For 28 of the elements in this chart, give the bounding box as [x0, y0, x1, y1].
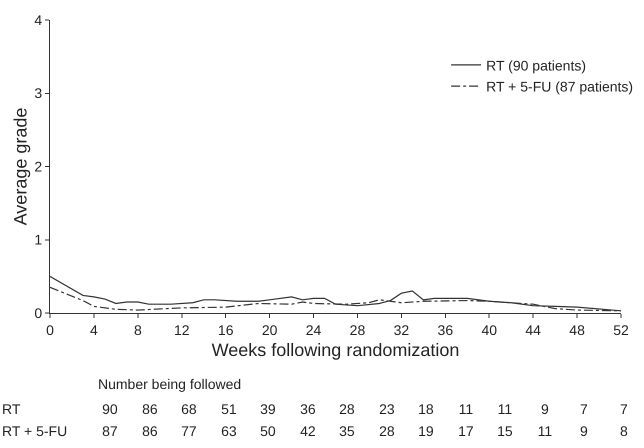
text: RT: [2, 401, 21, 417]
legend-label: RT (90 patients): [486, 57, 586, 74]
x-tick-label: 52: [613, 322, 629, 338]
y-tick-label: 3: [34, 85, 42, 102]
x-tick-label: 40: [481, 322, 498, 338]
x-tick-label: 36: [438, 322, 454, 338]
x-axis-title: Weeks following randomization: [212, 340, 460, 360]
y-tick-label: 2: [34, 158, 42, 174]
x-tick-label: 12: [174, 322, 190, 338]
text: Number being followed: [98, 376, 242, 392]
text: RT + 5-FU: [2, 423, 68, 439]
legend-label: RT + 5-FU (87 patients): [486, 78, 634, 95]
x-tick-label: 32: [394, 322, 410, 338]
y-tick-label: 1: [34, 232, 42, 248]
y-tick-label: 4: [34, 12, 42, 28]
y-tick-label: 0: [34, 304, 42, 321]
x-tick-label: 0: [46, 322, 54, 338]
y-axis-title: Average grade: [10, 108, 31, 226]
x-tick-label: 24: [306, 322, 322, 338]
x-tick-label: 8: [134, 322, 142, 338]
x-tick-label: 28: [350, 322, 366, 338]
x-tick-label: 48: [569, 322, 586, 338]
x-tick-label: 4: [90, 322, 98, 338]
text: 87 86 77 63 50 42 35 28 19 17 15 11 9 8: [102, 423, 628, 439]
x-tick-label: 20: [262, 322, 278, 338]
text: 90 86 68 51 39 36 28 23 18 11 11 9 7 7: [102, 401, 628, 417]
x-tick-label: 44: [525, 322, 542, 338]
x-tick-label: 16: [218, 322, 234, 338]
